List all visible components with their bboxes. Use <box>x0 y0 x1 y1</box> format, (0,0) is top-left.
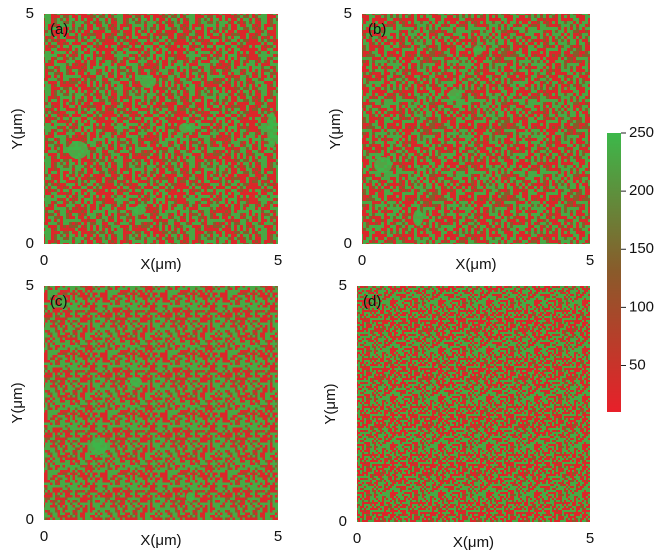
y-tick-label: 0 <box>344 235 352 252</box>
x-tick-label: 5 <box>274 528 282 545</box>
colorbar-tick-label: 250 <box>629 124 654 141</box>
grain <box>448 89 462 101</box>
panel-label: (b) <box>368 21 386 38</box>
grain <box>179 123 191 133</box>
x-axis-label: X(μm) <box>453 534 494 551</box>
map-texture <box>44 14 278 244</box>
grain <box>89 439 107 455</box>
panel-label: (c) <box>50 293 68 310</box>
grain <box>68 141 88 159</box>
x-tick-label: 0 <box>353 530 361 547</box>
x-tick-label: 0 <box>358 252 366 269</box>
grain <box>186 492 194 502</box>
colorbar-tick-label: 150 <box>629 240 654 257</box>
map-texture <box>44 286 278 520</box>
panel-label: (d) <box>363 293 381 310</box>
colorbar-tick-label: 200 <box>629 182 654 199</box>
grain <box>140 76 156 88</box>
x-axis-label: X(μm) <box>140 532 181 549</box>
x-tick-label: 5 <box>586 252 594 269</box>
y-axis-label: Y(μm) <box>9 108 26 149</box>
grain <box>134 205 146 215</box>
colorbar <box>607 133 621 412</box>
y-tick-label: 5 <box>26 277 34 294</box>
grain <box>473 45 483 55</box>
x-axis-label: X(μm) <box>455 256 496 273</box>
y-axis-label: Y(μm) <box>9 382 26 423</box>
map-texture <box>357 286 590 522</box>
grain <box>267 112 277 148</box>
y-tick-label: 5 <box>344 5 352 22</box>
y-tick-label: 5 <box>26 5 34 22</box>
y-tick-label: 5 <box>339 277 347 294</box>
x-tick-label: 0 <box>40 528 48 545</box>
x-axis-label: X(μm) <box>140 256 181 273</box>
y-axis-label: Y(μm) <box>322 383 339 424</box>
x-tick-label: 0 <box>40 252 48 269</box>
colorbar-tick-label: 100 <box>629 298 654 315</box>
figure: (a)0505X(μm)Y(μm)(b)0505X(μm)Y(μm)(c)050… <box>0 0 662 554</box>
grain <box>374 157 392 173</box>
y-tick-label: 0 <box>339 513 347 530</box>
grain <box>413 210 423 226</box>
y-tick-label: 0 <box>26 235 34 252</box>
y-axis-label: Y(μm) <box>327 108 344 149</box>
colorbar-tick-label: 50 <box>629 356 646 373</box>
grain <box>130 377 142 387</box>
x-tick-label: 5 <box>274 252 282 269</box>
y-tick-label: 0 <box>26 511 34 528</box>
panel-label: (a) <box>50 21 68 38</box>
x-tick-label: 5 <box>586 530 594 547</box>
